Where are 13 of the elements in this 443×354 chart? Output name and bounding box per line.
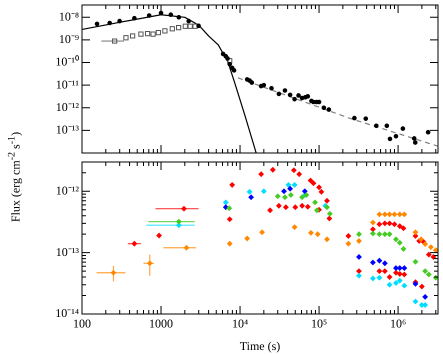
x-axis-title: Time (s) — [240, 338, 280, 353]
y-tick-label: 10⁻¹² — [56, 100, 80, 114]
y-tick-label: 10⁻¹³ — [56, 244, 80, 259]
y-tick-label: 10⁻¹³ — [56, 122, 80, 137]
y-tick-label: 10⁻¹¹ — [56, 77, 80, 92]
y-tick-label: 10⁻¹² — [56, 183, 80, 198]
x-tick-label: 10⁶ — [390, 316, 406, 330]
y-tick-label: 10⁻¹⁰ — [55, 54, 79, 69]
y-tick-label: 10⁻⁸ — [58, 9, 79, 24]
x-tick-label: 10⁵ — [310, 316, 328, 330]
y-tick-label: 10⁻⁹ — [58, 32, 79, 46]
x-tick-label: 10⁴ — [232, 316, 248, 330]
x-tick-label: 1000 — [149, 316, 174, 330]
